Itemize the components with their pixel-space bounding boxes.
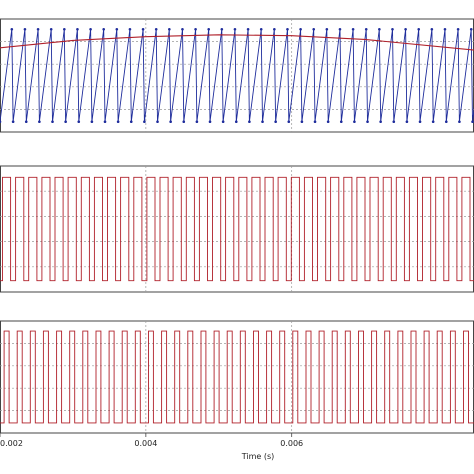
data-point [10, 27, 14, 31]
data-point [339, 120, 343, 124]
data-point [194, 27, 197, 31]
data-point [404, 27, 407, 31]
data-point [299, 27, 302, 31]
data-point [38, 120, 41, 124]
x-tick-label: 0.006 [280, 439, 303, 448]
data-point [430, 27, 434, 31]
data-point [11, 120, 15, 124]
data-point [273, 27, 276, 31]
data-point [233, 27, 237, 31]
data-point [143, 120, 146, 124]
x-axis-label: Time (s) [241, 452, 275, 461]
data-point [103, 120, 107, 124]
data-point [169, 120, 172, 124]
data-point [182, 120, 186, 124]
data-point [351, 27, 355, 31]
data-point [300, 120, 304, 124]
data-point [102, 27, 105, 31]
data-point [207, 27, 211, 31]
data-point [234, 120, 238, 124]
data-point [89, 27, 92, 31]
data-point [129, 120, 133, 124]
data-point [259, 27, 263, 31]
data-point [325, 27, 329, 31]
data-point [471, 120, 474, 124]
data-point [261, 120, 264, 124]
data-point [366, 120, 369, 124]
panel-middle [0, 165, 474, 293]
panel-frame [0, 320, 474, 434]
data-point [444, 120, 448, 124]
data-point [353, 120, 356, 124]
data-point [181, 27, 184, 31]
data-point [391, 27, 394, 31]
data-point [156, 120, 159, 124]
data-point [417, 27, 421, 31]
data-point [456, 27, 460, 31]
data-point [77, 120, 81, 124]
data-point [195, 120, 199, 124]
data-point [287, 120, 291, 124]
data-point [312, 27, 316, 31]
panel-top [0, 18, 474, 133]
data-point [116, 120, 120, 124]
panel-bottom [0, 320, 474, 434]
series-line [0, 330, 474, 424]
data-point [246, 27, 250, 31]
data-point [208, 120, 212, 124]
series-line [0, 34, 474, 51]
data-point [379, 120, 382, 124]
data-point [326, 120, 330, 124]
data-point [90, 120, 94, 124]
data-point [443, 27, 447, 31]
data-point [51, 120, 54, 124]
data-point [115, 27, 119, 31]
data-point [220, 27, 224, 31]
data-point [313, 120, 317, 124]
data-point [36, 27, 40, 31]
data-point [141, 27, 145, 31]
data-point [418, 120, 422, 124]
data-point [0, 120, 2, 124]
data-point [63, 27, 66, 31]
data-point [23, 27, 27, 31]
data-point [76, 27, 79, 31]
series-line [0, 176, 474, 282]
panel-frame [0, 165, 474, 293]
data-point [405, 120, 409, 124]
x-axis-ticks: 0.002 0.004 0.006 [0, 433, 303, 448]
data-point [154, 27, 158, 31]
data-point [168, 27, 171, 31]
data-point [431, 120, 435, 124]
x-tick-label: 0.004 [134, 439, 157, 448]
data-point [24, 120, 28, 124]
data-point [248, 120, 251, 124]
data-point [364, 27, 368, 31]
data-point [378, 27, 381, 31]
data-point [338, 27, 342, 31]
data-point [458, 120, 461, 124]
data-point [392, 120, 396, 124]
data-point [469, 27, 473, 31]
data-point [274, 120, 277, 124]
data-point [221, 120, 225, 124]
data-point [128, 27, 132, 31]
x-tick-label: 0.002 [0, 439, 23, 448]
data-point [64, 120, 67, 124]
data-point [49, 27, 53, 31]
data-point [286, 27, 289, 31]
